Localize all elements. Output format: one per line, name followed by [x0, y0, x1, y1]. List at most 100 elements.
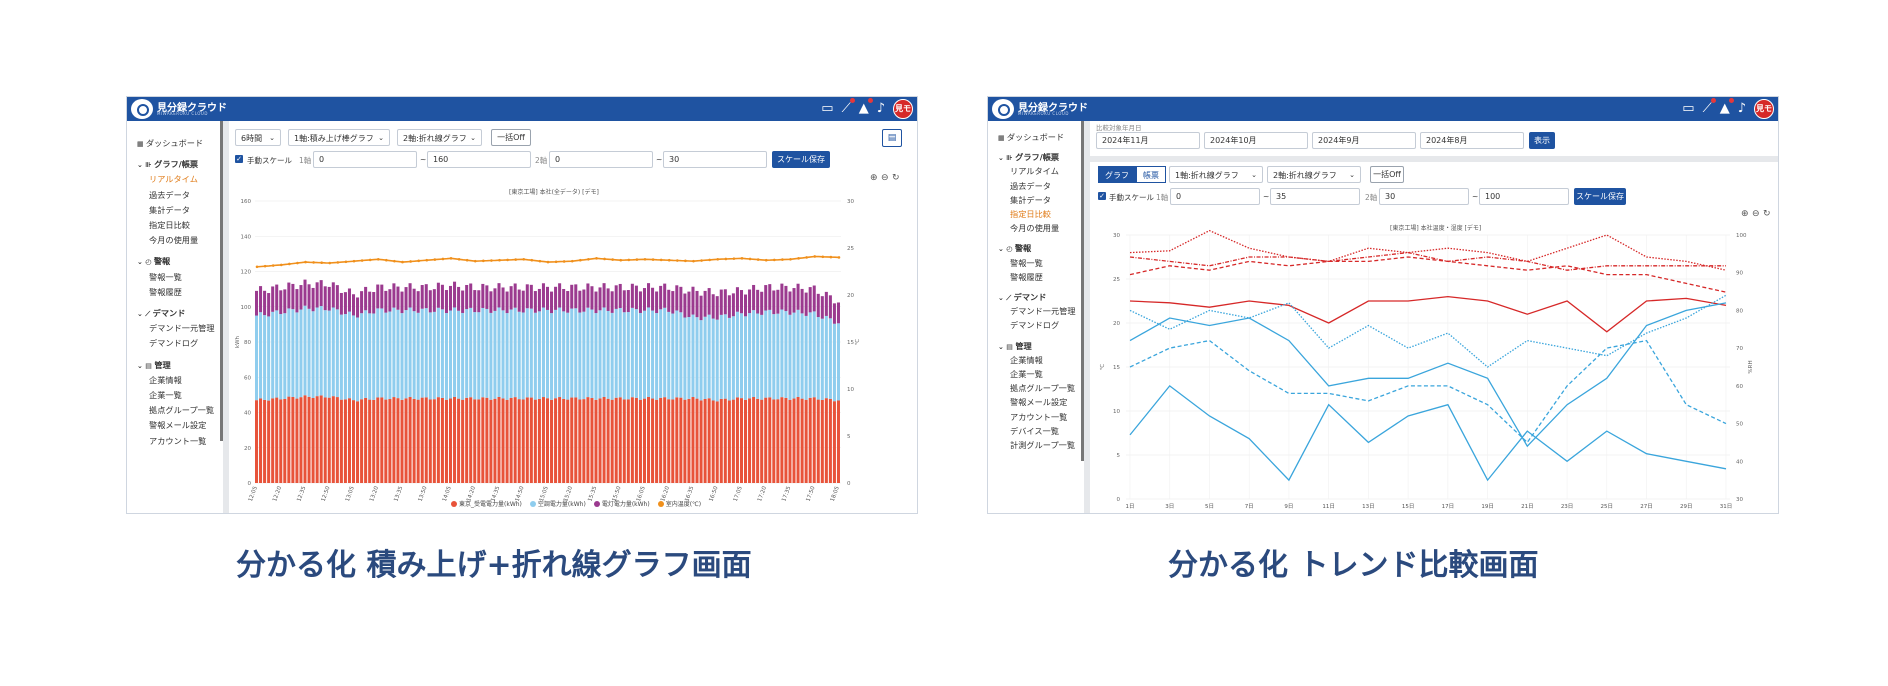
- tab-graph[interactable]: グラフ: [1098, 166, 1136, 183]
- period-select[interactable]: 6時間 ⌄: [235, 129, 281, 146]
- legend-item[interactable]: 東京_受電電力量(kWh): [451, 499, 522, 508]
- zoom-in-icon[interactable]: ⊕: [1741, 209, 1749, 219]
- sidebar-item[interactable]: 計測グループ一覧: [1010, 439, 1075, 451]
- sidebar-item[interactable]: 集計データ: [149, 204, 190, 216]
- bar-segment: [683, 317, 687, 400]
- sidebar-item[interactable]: 拠点グループ一覧: [1010, 382, 1075, 394]
- sidebar-item[interactable]: 警報履歴: [1010, 271, 1043, 283]
- legend-item[interactable]: 空調電力量(kWh): [529, 499, 586, 508]
- bar-segment: [695, 317, 699, 399]
- sidebar-item[interactable]: リアルタイム: [1010, 165, 1059, 177]
- axis2-max-input[interactable]: 100: [1479, 188, 1569, 205]
- axis2-max-input[interactable]: 30: [663, 151, 767, 168]
- sidebar-item[interactable]: 指定日比較: [149, 219, 190, 231]
- sidebar-scrollbar[interactable]: [220, 121, 223, 441]
- sidebar-item[interactable]: ⌄ ⟋ デマンド: [998, 291, 1046, 303]
- sidebar-item[interactable]: ⌄ ▤ 管理: [998, 340, 1032, 352]
- zoom-out-icon[interactable]: ⊖: [1752, 209, 1760, 219]
- axis2-type-select[interactable]: 2軸:折れ線グラフ ⌄: [1267, 166, 1361, 183]
- axis2-type-select[interactable]: 2軸:折れ線グラフ ⌄: [397, 129, 482, 146]
- sidebar-item[interactable]: デマンド一元管理: [149, 322, 215, 334]
- tab-report[interactable]: 帳票: [1136, 166, 1166, 183]
- controller-icon[interactable]: ▭: [821, 101, 834, 116]
- bell-icon[interactable]: ♪: [876, 101, 885, 116]
- sidebar-item[interactable]: アカウント一覧: [1010, 411, 1067, 423]
- axis1-type-select[interactable]: 1軸:積み上げ棒グラフ ⌄: [288, 129, 390, 146]
- save-scale-button[interactable]: スケール保存: [1574, 188, 1626, 205]
- sidebar-item[interactable]: アカウント一覧: [149, 435, 206, 447]
- sidebar-item[interactable]: 警報一覧: [1010, 257, 1043, 269]
- all-off-button[interactable]: 一括Off: [491, 129, 531, 146]
- all-off-button[interactable]: 一括Off: [1370, 166, 1404, 183]
- sidebar-item[interactable]: 集計データ: [1010, 194, 1051, 206]
- axis1-type-select[interactable]: 1軸:折れ線グラフ ⌄: [1169, 166, 1263, 183]
- bar-segment: [554, 309, 558, 399]
- sidebar-item[interactable]: 企業情報: [149, 374, 182, 386]
- sidebar-item[interactable]: ⌄ ▤ 管理: [137, 359, 171, 371]
- sidebar-item[interactable]: ⌄ ◴ 警報: [998, 242, 1031, 254]
- sidebar-item[interactable]: ⌄ ◴ 警報: [137, 255, 170, 267]
- trend-chart-icon[interactable]: ⟋: [842, 98, 855, 119]
- axis1-max-input[interactable]: 160: [427, 151, 531, 168]
- sidebar-item[interactable]: ▦ ダッシュボード: [998, 131, 1064, 143]
- sidebar-item[interactable]: 企業一覧: [1010, 368, 1043, 380]
- sidebar-item[interactable]: 拠点グループ一覧: [149, 404, 214, 416]
- compare-date-4[interactable]: 2024年8月: [1420, 132, 1524, 149]
- sidebar-item[interactable]: 企業情報: [1010, 354, 1043, 366]
- bar-segment: [376, 284, 380, 309]
- bar-segment: [748, 289, 752, 314]
- sidebar-item[interactable]: 過去データ: [149, 189, 190, 201]
- avatar[interactable]: 見モ: [893, 99, 913, 119]
- sidebar-item[interactable]: デマンドログ: [149, 337, 198, 349]
- sidebar-item[interactable]: 今月の使用量: [1010, 222, 1059, 234]
- bar-segment: [279, 290, 283, 315]
- controller-icon[interactable]: ▭: [1682, 101, 1695, 116]
- axis1-max-input[interactable]: 35: [1270, 188, 1360, 205]
- sidebar-item[interactable]: 警報履歴: [149, 286, 182, 298]
- sidebar-item[interactable]: 警報メール設定: [1010, 396, 1067, 408]
- legend-item[interactable]: 電灯電力量(kWh): [593, 499, 650, 508]
- save-scale-button[interactable]: スケール保存: [772, 151, 830, 168]
- legend-item[interactable]: 室内温度(℃): [657, 499, 701, 508]
- bar-segment: [800, 398, 804, 483]
- warning-icon[interactable]: ▲: [859, 98, 873, 119]
- axis2-min-input[interactable]: 0: [549, 151, 653, 168]
- axis1-min-input[interactable]: 0: [1170, 188, 1260, 205]
- sidebar-item[interactable]: デマンドログ: [1010, 319, 1059, 331]
- manual-scale-checkbox[interactable]: ✓: [1098, 192, 1106, 200]
- sidebar-item[interactable]: 警報一覧: [149, 271, 182, 283]
- sidebar-item[interactable]: ▦ ダッシュボード: [137, 137, 203, 149]
- sidebar-item[interactable]: ⌄ ⊪ グラフ/帳票: [998, 151, 1059, 163]
- compare-date-3[interactable]: 2024年9月: [1312, 132, 1416, 149]
- manual-scale-checkbox[interactable]: ✓: [235, 155, 243, 163]
- sidebar-scrollbar[interactable]: [1081, 121, 1084, 461]
- sidebar-item[interactable]: 今月の使用量: [149, 234, 198, 246]
- logo-icon[interactable]: [992, 99, 1014, 119]
- axis2-min-input[interactable]: 30: [1379, 188, 1469, 205]
- sidebar-item[interactable]: 指定日比較: [1010, 208, 1051, 220]
- sidebar-item[interactable]: デバイス一覧: [1010, 425, 1059, 437]
- sidebar-item[interactable]: ⌄ ⊪ グラフ/帳票: [137, 158, 198, 170]
- sidebar-item[interactable]: リアルタイム: [149, 173, 198, 185]
- compare-date-1[interactable]: 2024年11月: [1096, 132, 1200, 149]
- reset-zoom-icon[interactable]: ↻: [892, 173, 900, 183]
- bar-segment: [647, 283, 651, 308]
- sidebar-item[interactable]: 過去データ: [1010, 180, 1051, 192]
- warning-icon[interactable]: ▲: [1720, 98, 1734, 119]
- zoom-in-icon[interactable]: ⊕: [870, 173, 878, 183]
- settings-panel-icon[interactable]: ▤: [882, 129, 902, 147]
- zoom-out-icon[interactable]: ⊖: [881, 173, 889, 183]
- bell-icon[interactable]: ♪: [1737, 101, 1746, 116]
- show-button[interactable]: 表示: [1529, 132, 1555, 149]
- logo-icon[interactable]: [131, 99, 153, 119]
- compare-date-2[interactable]: 2024年10月: [1204, 132, 1308, 149]
- sidebar-item[interactable]: 企業一覧: [149, 389, 182, 401]
- sidebar-item[interactable]: ⌄ ⟋ デマンド: [137, 307, 185, 319]
- sidebar-item[interactable]: デマンド一元管理: [1010, 305, 1076, 317]
- axis1-min-input[interactable]: 0: [313, 151, 417, 168]
- reset-zoom-icon[interactable]: ↻: [1763, 209, 1771, 219]
- trend-chart-icon[interactable]: ⟋: [1703, 98, 1716, 119]
- sidebar-item[interactable]: 警報メール設定: [149, 419, 206, 431]
- bar-segment: [505, 313, 509, 400]
- avatar[interactable]: 見モ: [1754, 99, 1774, 119]
